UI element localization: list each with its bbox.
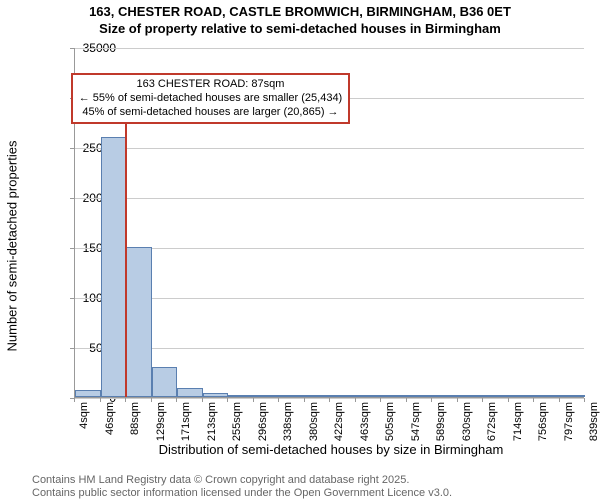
histogram-bar (203, 393, 229, 397)
annotation-box: 163 CHESTER ROAD: 87sqm← 55% of semi-det… (71, 73, 351, 124)
annotation-line: 163 CHESTER ROAD: 87sqm (79, 78, 343, 92)
x-tick-mark (380, 398, 381, 402)
histogram-bar (560, 395, 586, 397)
footnote-line1: Contains HM Land Registry data © Crown c… (32, 474, 452, 487)
footnote-line2: Contains public sector information licen… (32, 487, 452, 500)
plot-area: 163 CHESTER ROAD: 87sqm← 55% of semi-det… (74, 48, 584, 398)
x-tick-mark (304, 398, 305, 402)
y-axis-label: Number of semi-detached properties (5, 141, 20, 352)
histogram-bar (458, 395, 484, 397)
gridline (75, 148, 584, 149)
x-tick-mark (482, 398, 483, 402)
x-tick-mark (533, 398, 534, 402)
x-axis-label: Distribution of semi-detached houses by … (74, 442, 588, 457)
histogram-bar (381, 395, 407, 397)
x-tick-mark (355, 398, 356, 402)
histogram-bar (483, 395, 509, 397)
histogram-bar (126, 247, 152, 397)
x-tick-mark (278, 398, 279, 402)
x-tick-mark (457, 398, 458, 402)
gridline (75, 48, 584, 49)
marker-line (125, 102, 127, 397)
x-tick-mark (508, 398, 509, 402)
histogram-bar (509, 395, 535, 397)
histogram-bar (177, 388, 203, 397)
x-tick-mark (202, 398, 203, 402)
x-tick-mark (253, 398, 254, 402)
x-tick-mark (584, 398, 585, 402)
histogram-bar (152, 367, 178, 397)
annotation-line: 45% of semi-detached houses are larger (… (79, 106, 343, 120)
histogram-bar (534, 395, 560, 397)
x-tick-label: 839sqm (588, 402, 600, 462)
histogram-bar (228, 395, 254, 397)
footnote: Contains HM Land Registry data © Crown c… (32, 474, 452, 500)
page-title-line1: 163, CHESTER ROAD, CASTLE BROMWICH, BIRM… (0, 4, 600, 19)
x-tick-mark (431, 398, 432, 402)
x-tick-mark (406, 398, 407, 402)
x-tick-mark (74, 398, 75, 402)
chart-container: Number of semi-detached properties 05000… (32, 46, 588, 446)
gridline (75, 198, 584, 199)
histogram-bar (432, 395, 458, 397)
x-tick-mark (559, 398, 560, 402)
histogram-bar (305, 395, 331, 397)
histogram-bar (356, 395, 382, 397)
x-tick-mark (176, 398, 177, 402)
histogram-bar (75, 390, 101, 397)
histogram-bar (254, 395, 280, 397)
page-title-line2: Size of property relative to semi-detach… (0, 21, 600, 36)
x-tick-mark (100, 398, 101, 402)
histogram-bar (101, 137, 127, 397)
histogram-bar (407, 395, 433, 397)
x-tick-mark (151, 398, 152, 402)
x-tick-mark (227, 398, 228, 402)
histogram-bar (279, 395, 305, 397)
x-tick-mark (329, 398, 330, 402)
histogram-bar (330, 395, 356, 397)
x-tick-mark (125, 398, 126, 402)
annotation-line: ← 55% of semi-detached houses are smalle… (79, 92, 343, 106)
